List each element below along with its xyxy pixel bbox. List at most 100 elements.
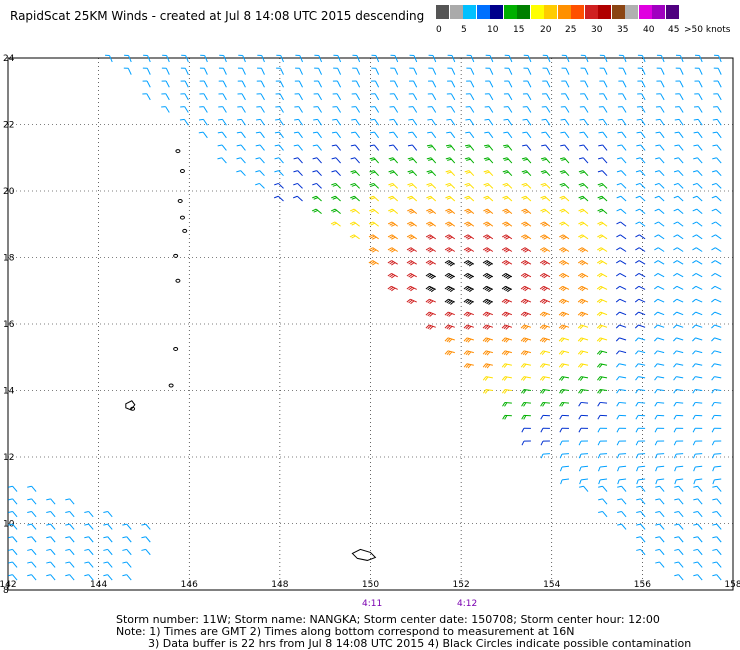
wind-barb [558, 337, 570, 343]
legend-swatch [598, 5, 611, 19]
wind-barb [558, 311, 570, 317]
x-tick-label: 144 [90, 580, 107, 590]
wind-barb [27, 561, 37, 568]
wind-barb [674, 106, 684, 113]
wind-barb [255, 144, 265, 151]
time-label-1: 4:11 [362, 599, 383, 609]
wind-barb [596, 298, 608, 304]
wind-barb [484, 118, 494, 126]
wind-barb [597, 389, 608, 394]
wind-barb [655, 106, 665, 113]
wind-barb [616, 453, 627, 459]
wind-barb [522, 106, 532, 113]
wind-barb [692, 234, 703, 240]
wind-barb [559, 208, 570, 214]
wind-barb [692, 273, 703, 278]
wind-barb [655, 511, 665, 518]
wind-barb [501, 376, 512, 381]
wind-barb [636, 131, 646, 139]
wind-barb [617, 106, 627, 113]
wind-barb [637, 93, 646, 101]
wind-barb [351, 106, 361, 113]
y-tick-label: 16 [3, 320, 15, 330]
wind-barb [539, 260, 551, 266]
wind-barb [466, 80, 475, 88]
wind-barb [256, 106, 265, 113]
wind-barb [597, 234, 608, 240]
wind-barb [693, 498, 703, 505]
wind-barb [520, 285, 532, 292]
wind-barb [520, 260, 532, 266]
wind-barb [618, 67, 627, 75]
wind-barb [293, 182, 303, 189]
wind-barb [313, 93, 322, 101]
wind-barb [445, 195, 456, 202]
wind-barb [714, 54, 722, 63]
wind-barb [711, 260, 722, 265]
wind-barb [577, 298, 589, 305]
x-tick-label: 154 [543, 580, 560, 590]
wind-barb [598, 465, 608, 472]
wind-barb [577, 324, 589, 330]
wind-barb [217, 157, 227, 164]
wind-barb [465, 131, 475, 139]
wind-barb [368, 260, 379, 266]
wind-barb [466, 67, 475, 75]
wind-barb [672, 324, 684, 329]
wind-barb [711, 311, 722, 316]
wind-barb [275, 106, 284, 113]
wind-barb [596, 324, 608, 330]
wind-barb [540, 389, 551, 394]
wind-barb [103, 511, 113, 518]
wind-barb [464, 144, 475, 151]
wind-barb [653, 298, 665, 303]
wind-barb [27, 523, 37, 530]
wind-barb [349, 221, 360, 227]
wind-barb [503, 106, 513, 113]
wind-barb [654, 221, 665, 227]
wind-barb [103, 536, 113, 543]
wind-barb [636, 157, 646, 164]
wind-barb [483, 144, 494, 151]
wind-barb [426, 170, 437, 177]
wind-barb [482, 260, 494, 267]
wind-barb [597, 401, 608, 407]
wind-barb [616, 427, 627, 433]
wind-barb [617, 498, 627, 505]
wind-barb [597, 440, 608, 446]
wind-barb [541, 118, 551, 126]
wind-barb [615, 273, 627, 278]
wind-barb [655, 548, 665, 556]
wind-barb [673, 427, 684, 433]
wind-barb [369, 182, 380, 189]
wind-barb [653, 311, 665, 316]
legend-swatch [503, 5, 517, 19]
wind-barb [294, 118, 303, 126]
wind-barb [463, 350, 474, 356]
wind-barb [692, 208, 703, 214]
wind-barb [578, 389, 589, 394]
wind-barb [352, 54, 361, 63]
wind-barb [692, 285, 703, 290]
wind-barb [275, 118, 284, 126]
wind-barb [27, 536, 37, 543]
wind-barb [598, 144, 608, 151]
wind-barb [501, 324, 513, 330]
wind-barb [636, 144, 646, 151]
wind-barb [615, 298, 627, 303]
wind-barb [712, 574, 722, 581]
x-tick-label: 148 [271, 580, 288, 590]
wind-barb [559, 195, 570, 202]
wind-barb [540, 440, 550, 446]
wind-barb [237, 93, 246, 101]
wind-barb [65, 498, 75, 505]
wind-barb [615, 350, 627, 355]
wind-barb [501, 260, 513, 266]
wind-barb [597, 195, 608, 202]
wind-barb [406, 247, 417, 253]
wind-barb [217, 144, 227, 151]
wind-barb [444, 324, 455, 330]
wind-barb [578, 195, 589, 202]
wind-barb [521, 170, 532, 177]
wind-barb [711, 401, 722, 407]
